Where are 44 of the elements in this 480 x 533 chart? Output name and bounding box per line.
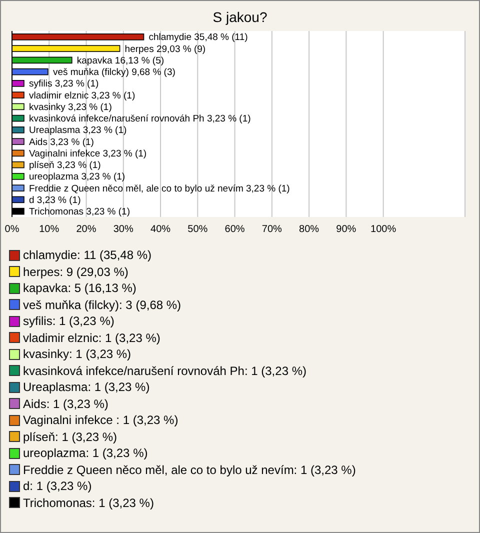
x-tick-label: 30% [113, 224, 134, 236]
x-tick-label: 40% [150, 224, 171, 236]
x-tick-label: 50% [188, 224, 208, 236]
data-label: herpes 29,03 % (9) [124, 44, 206, 55]
data-label: kapavka 16,13 % (5) [76, 55, 164, 66]
x-tick-label: 0% [4, 224, 20, 236]
data-label: Vaginalni infekce 3,23 % (1) [28, 148, 147, 160]
legend-label: syfilis: 1 (3,23 %) [23, 313, 114, 330]
legend-label: Trichomonas: 1 (3,23 %) [23, 494, 154, 511]
legend-label: chlamydie: 11 (35,48 %) [23, 247, 152, 264]
legend-label: herpes: 9 (29,03 %) [23, 264, 128, 280]
legend-label: kvasinková infekce/narušení rovnováh Ph: 1 (3,23 %) [23, 362, 306, 379]
data-label: d 3,23 % (1) [28, 194, 81, 206]
legend-label: kapavka: 5 (16,13 %) [23, 280, 136, 296]
x-tick-label: 80% [299, 224, 320, 236]
legend-label: kvasinky: 1 (3,23 %) [23, 346, 132, 362]
legend-label: d: 1 (3,23 %) [23, 478, 92, 494]
x-tick-label: 70% [262, 224, 282, 236]
data-label: vladimir elznic 3,23 % (1) [28, 90, 136, 102]
data-label: Trichomonas 3,23 % (1) [28, 206, 130, 218]
data-label: veš muňka (filcky) 9,68 % (3) [52, 67, 176, 78]
data-label: chlamydie 35,48 % (11) [148, 32, 248, 44]
data-label: ureoplazma 3,23 % (1) [28, 172, 126, 183]
data-label: Ureaplasma 3,23 % (1) [28, 125, 127, 136]
data-label: syfilis 3,23 % (1) [28, 78, 99, 90]
data-label: Freddie z Queen něco měl, ale co to bylo už nevím 3,23 % (1) [28, 183, 290, 194]
legend-label: Freddie z Queen něco měl, ale co to bylo už nevím: 1 (3,23 %) [23, 462, 356, 478]
legend-label: vladimir elznic: 1 (3,23 %) [23, 330, 160, 346]
data-label: kvasinky 3,23 % (1) [28, 102, 112, 113]
legend-label: Aids: 1 (3,23 %) [23, 396, 108, 412]
legend-label: Ureaplasma: 1 (3,23 %) [23, 379, 150, 396]
legend-label: veš muňka (filcky): 3 (9,68 %) [23, 296, 182, 313]
legend-label: ureoplazma: 1 (3,23 %) [23, 445, 148, 462]
data-label: Aids 3,23 % (1) [28, 136, 94, 148]
x-tick-label: 90% [336, 224, 356, 236]
data-label: kvasinková infekce/narušení rovnováh Ph 3,23 % (1) [28, 114, 251, 125]
data-label: plíseň 3,23 % (1) [28, 160, 101, 172]
chart-title: S jakou? [212, 9, 268, 27]
x-tick-label: 100% [370, 224, 396, 236]
legend-label: plíseň: 1 (3,23 %) [23, 428, 118, 445]
legend-label: Vaginalni infekce : 1 (3,23 %) [23, 412, 178, 428]
x-tick-label: 20% [76, 224, 96, 236]
x-tick-label: 10% [39, 224, 60, 236]
x-tick-label: 60% [224, 224, 245, 236]
